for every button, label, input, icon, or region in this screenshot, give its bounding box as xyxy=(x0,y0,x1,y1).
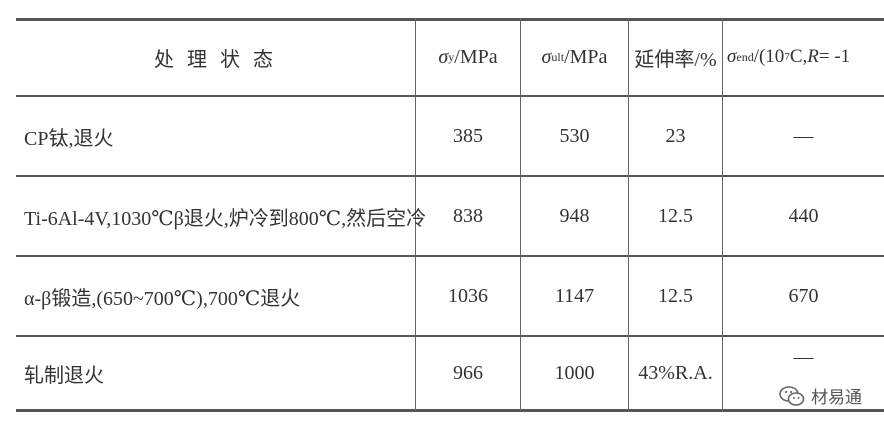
cell-treatment: CP钛,退火 xyxy=(24,127,114,150)
cell-elongation: 23 xyxy=(665,124,686,147)
unit: /MPa xyxy=(454,45,498,68)
cell-ultimate: 1000 xyxy=(554,361,595,384)
cell-treatment: α-β锻造,(650~700℃),700℃退火 xyxy=(24,287,301,310)
subscript: end xyxy=(736,49,754,64)
cell-yield: 1036 xyxy=(448,284,488,307)
watermark-text: 材易通 xyxy=(811,388,862,408)
cell-yield: 966 xyxy=(453,361,483,384)
cell-ultimate: 530 xyxy=(559,124,590,147)
unit: /MPa xyxy=(564,45,608,68)
cell-treatment: 轧制退火 xyxy=(24,364,104,387)
wechat-icon xyxy=(779,385,805,406)
subscript: ult xyxy=(551,49,565,64)
row-rule xyxy=(16,175,884,177)
row-rule xyxy=(16,255,884,257)
superscript: 7 xyxy=(784,51,790,63)
cell-ultimate: 1147 xyxy=(554,284,595,307)
header-treatment: 处 理 状 态 xyxy=(154,48,277,71)
column-divider xyxy=(628,18,629,412)
cell-endurance: — xyxy=(793,345,814,368)
cell-yield: 385 xyxy=(453,124,483,147)
cell-elongation: 12.5 xyxy=(658,284,693,307)
text: = -1 xyxy=(818,46,851,67)
column-divider xyxy=(722,18,723,412)
cell-elongation: 12.5 xyxy=(658,204,693,227)
header-rule xyxy=(16,95,884,97)
header-ultimate: σ ult/MPa xyxy=(521,18,628,96)
cell-endurance: — xyxy=(793,124,814,147)
r-symbol: R xyxy=(807,46,819,67)
sigma: σ xyxy=(727,46,737,67)
header-endurance: σ end/(10 7 C, R = -1 xyxy=(723,18,884,96)
row-rule xyxy=(16,335,884,337)
cell-endurance: 670 xyxy=(788,284,819,307)
table-top-rule xyxy=(16,18,884,21)
sigma: σ xyxy=(541,45,552,68)
properties-table: 处 理 状 态 σ y/MPa σ ult/MPa 延伸率/% σ end/(10 7 C… xyxy=(16,18,884,412)
header-elongation: 延伸率/% xyxy=(634,48,717,71)
header-yield: σ y/MPa xyxy=(416,18,520,96)
sigma: σ xyxy=(438,45,449,68)
watermark: 材易通 xyxy=(779,383,862,408)
column-divider xyxy=(520,18,521,412)
text: C, xyxy=(789,46,808,67)
text: /(10 xyxy=(753,46,785,67)
cell-elongation: 43%R.A. xyxy=(638,361,713,384)
table-bottom-rule xyxy=(16,409,884,412)
subscript: y xyxy=(448,49,455,64)
column-divider xyxy=(415,18,416,412)
cell-ultimate: 948 xyxy=(559,204,590,227)
cell-endurance: 440 xyxy=(788,204,819,227)
cell-treatment: Ti-6Al-4V,1030℃β退火,炉冷到800℃,然后空冷 xyxy=(24,207,427,230)
cell-yield: 838 xyxy=(453,204,483,227)
